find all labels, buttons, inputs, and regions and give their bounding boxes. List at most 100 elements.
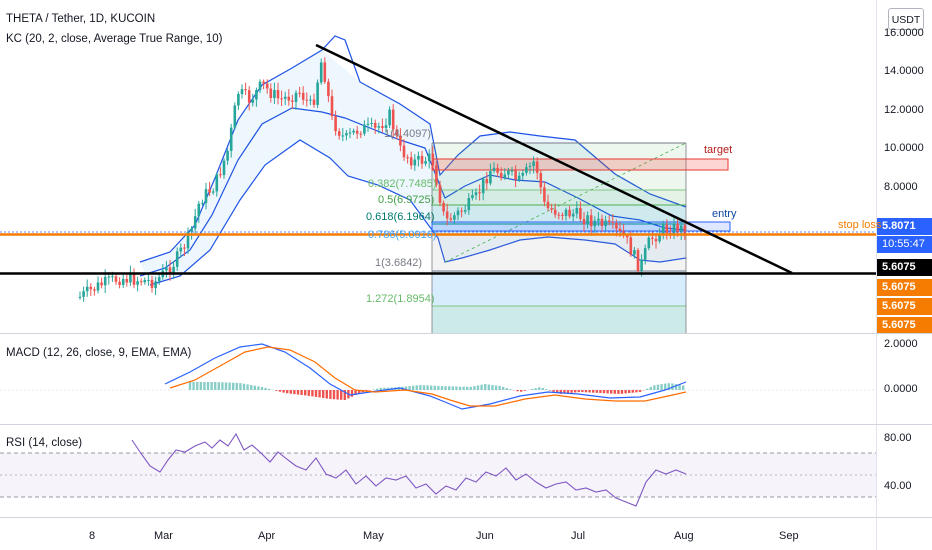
descending-trendline[interactable] bbox=[315, 43, 793, 275]
macd-histogram-bar bbox=[250, 385, 253, 390]
support-price-badge: 5.6075 bbox=[877, 259, 932, 276]
macd-histogram-bar bbox=[548, 390, 552, 391]
candle-body bbox=[399, 135, 402, 146]
candle-body bbox=[78, 296, 82, 298]
candle-body bbox=[179, 247, 183, 252]
candle-body bbox=[154, 281, 157, 288]
target-label[interactable]: target bbox=[704, 144, 733, 156]
currency-button[interactable]: USDT bbox=[888, 8, 924, 30]
candle-body bbox=[359, 133, 363, 135]
macd-histogram-bar bbox=[610, 390, 613, 394]
candle-body bbox=[485, 178, 489, 184]
candle-body bbox=[579, 207, 582, 219]
candle-body bbox=[586, 215, 589, 225]
fib-retracement[interactable] bbox=[431, 142, 687, 333]
kc-legend[interactable]: KC (20, 2, close, Average True Range, 10… bbox=[6, 33, 223, 45]
fib-label: 0.382(7.7485) bbox=[368, 178, 437, 190]
fib-label: 1.272(1.8954) bbox=[366, 293, 435, 305]
macd-histogram-bar bbox=[437, 385, 440, 390]
candle-body bbox=[384, 125, 388, 129]
macd-histogram-bar bbox=[318, 390, 321, 398]
macd-histogram-bar bbox=[260, 387, 264, 390]
macd-line bbox=[164, 343, 687, 410]
macd-legend[interactable]: MACD (12, 26, close, 9, EMA, EMA) bbox=[6, 347, 192, 359]
macd-histogram-bar bbox=[433, 385, 436, 390]
candle-body bbox=[197, 203, 201, 217]
macd-histogram-bar bbox=[268, 388, 271, 390]
candle-body bbox=[391, 109, 395, 130]
candle-body bbox=[571, 213, 575, 217]
macd-histogram-bar bbox=[523, 390, 526, 391]
macd-histogram-bar bbox=[383, 387, 386, 390]
macd-histogram-bar bbox=[682, 385, 685, 390]
macd-histogram-bar bbox=[408, 386, 411, 390]
entry-zone[interactable] bbox=[431, 221, 731, 232]
macd-histogram-bar bbox=[653, 385, 656, 390]
entry-label[interactable]: entry bbox=[712, 208, 737, 220]
candle-body bbox=[348, 132, 352, 134]
target-zone[interactable] bbox=[431, 158, 729, 171]
candle-body bbox=[514, 170, 517, 180]
macd-histogram-bar bbox=[426, 385, 429, 390]
candle-body bbox=[474, 192, 478, 196]
candle-body bbox=[528, 166, 532, 168]
candle-body bbox=[604, 220, 607, 227]
candle-body bbox=[255, 90, 258, 100]
candle-body bbox=[561, 214, 564, 216]
candle-body bbox=[593, 220, 597, 227]
candle-body bbox=[280, 98, 283, 100]
rsi-legend[interactable]: RSI (14, close) bbox=[6, 437, 83, 449]
candle-body bbox=[247, 90, 251, 103]
candle-body bbox=[85, 286, 89, 292]
candle-body bbox=[553, 209, 557, 215]
chart-title[interactable]: THETA / Tether, 1D, KUCOIN bbox=[6, 13, 156, 25]
macd-histogram-bar bbox=[455, 386, 458, 390]
candle-body bbox=[503, 174, 507, 178]
candle-body bbox=[395, 129, 399, 136]
stop-loss-label[interactable]: stop loss bbox=[838, 219, 882, 231]
macd-histogram-bar bbox=[566, 390, 570, 394]
candle-body bbox=[507, 170, 510, 175]
macd-histogram-bar bbox=[228, 382, 231, 390]
price-tick: 14.0000 bbox=[884, 65, 924, 77]
candle-body bbox=[647, 237, 651, 249]
macd-histogram-bar bbox=[516, 390, 519, 392]
candle-body bbox=[107, 276, 111, 278]
macd-histogram-bar bbox=[232, 382, 235, 390]
candle-body bbox=[132, 273, 136, 285]
candlestick-series bbox=[78, 57, 687, 302]
candle-body bbox=[366, 123, 370, 125]
macd-histogram-bar bbox=[494, 385, 498, 390]
candle-body bbox=[330, 96, 334, 117]
fib-label: 1(3.6842) bbox=[375, 257, 423, 269]
candle-body bbox=[676, 223, 679, 233]
macd-histogram-bar bbox=[286, 390, 289, 394]
macd-histogram-bar bbox=[235, 382, 238, 390]
candle-body bbox=[312, 99, 316, 105]
candle-body bbox=[89, 286, 93, 290]
macd-histogram-bar bbox=[419, 385, 422, 390]
macd-histogram-bar bbox=[617, 390, 620, 394]
macd-histogram-bar bbox=[545, 389, 548, 390]
candle-body bbox=[305, 99, 309, 101]
candle-body bbox=[370, 122, 373, 124]
macd-histogram-bar bbox=[484, 384, 487, 390]
macd-histogram-bar bbox=[412, 385, 415, 390]
level-price-badge: 5.6075 bbox=[877, 279, 932, 296]
candle-body bbox=[467, 197, 471, 211]
rsi-line bbox=[131, 432, 687, 507]
candle-body bbox=[363, 124, 366, 134]
macd-histogram-bar bbox=[253, 385, 256, 390]
macd-histogram-bar bbox=[592, 390, 595, 393]
candle-body bbox=[147, 279, 150, 281]
macd-histogram-bar bbox=[221, 382, 224, 390]
candle-body bbox=[640, 259, 643, 271]
candle-body bbox=[150, 279, 154, 288]
macd-histogram-bar bbox=[581, 390, 584, 393]
candle-body bbox=[510, 170, 514, 172]
macd-histogram-bar bbox=[624, 390, 627, 394]
macd-histogram-bar bbox=[350, 390, 354, 397]
macd-histogram-bar bbox=[307, 390, 310, 396]
